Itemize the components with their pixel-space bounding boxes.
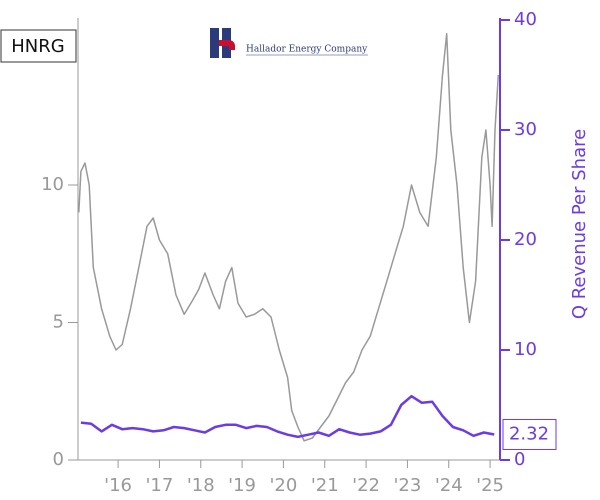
x-tick-label: '19 <box>228 475 256 496</box>
y2-axis-label: Q Revenue Per Share <box>569 129 590 319</box>
y-tick-label: 0 <box>53 449 64 470</box>
logo-icon <box>210 28 219 58</box>
x-tick-label: '20 <box>269 475 297 496</box>
ticker-box <box>0 29 77 63</box>
x-tick-label: '22 <box>352 475 380 496</box>
logo-text: Hallador Energy Company <box>246 45 368 55</box>
y2-tick-label: 0 <box>514 449 525 470</box>
x-tick-label: '21 <box>311 475 339 496</box>
y2-tick-label: 40 <box>514 9 537 30</box>
y2-tick-label: 30 <box>514 119 537 140</box>
logo: Hallador Energy Company <box>210 28 368 58</box>
x-tick-label: '23 <box>393 475 421 496</box>
logo-icon <box>219 40 235 50</box>
x-tick-label: '24 <box>435 475 463 496</box>
last-value-label: 2.32 <box>509 423 549 444</box>
x-tick-label: '16 <box>104 475 132 496</box>
x-tick-label: '25 <box>476 475 504 496</box>
y-tick-label: 5 <box>53 312 64 333</box>
ticker: HNRG <box>11 36 64 57</box>
x-tick-label: '18 <box>187 475 215 496</box>
last-value-box <box>502 418 557 450</box>
x-tick-label: '17 <box>145 475 173 496</box>
y-tick-label: 10 <box>41 174 64 195</box>
y2-tick-label: 20 <box>514 229 537 250</box>
y2-tick-label: 10 <box>514 339 537 360</box>
revenue-line <box>80 394 495 439</box>
price-line <box>78 33 500 442</box>
